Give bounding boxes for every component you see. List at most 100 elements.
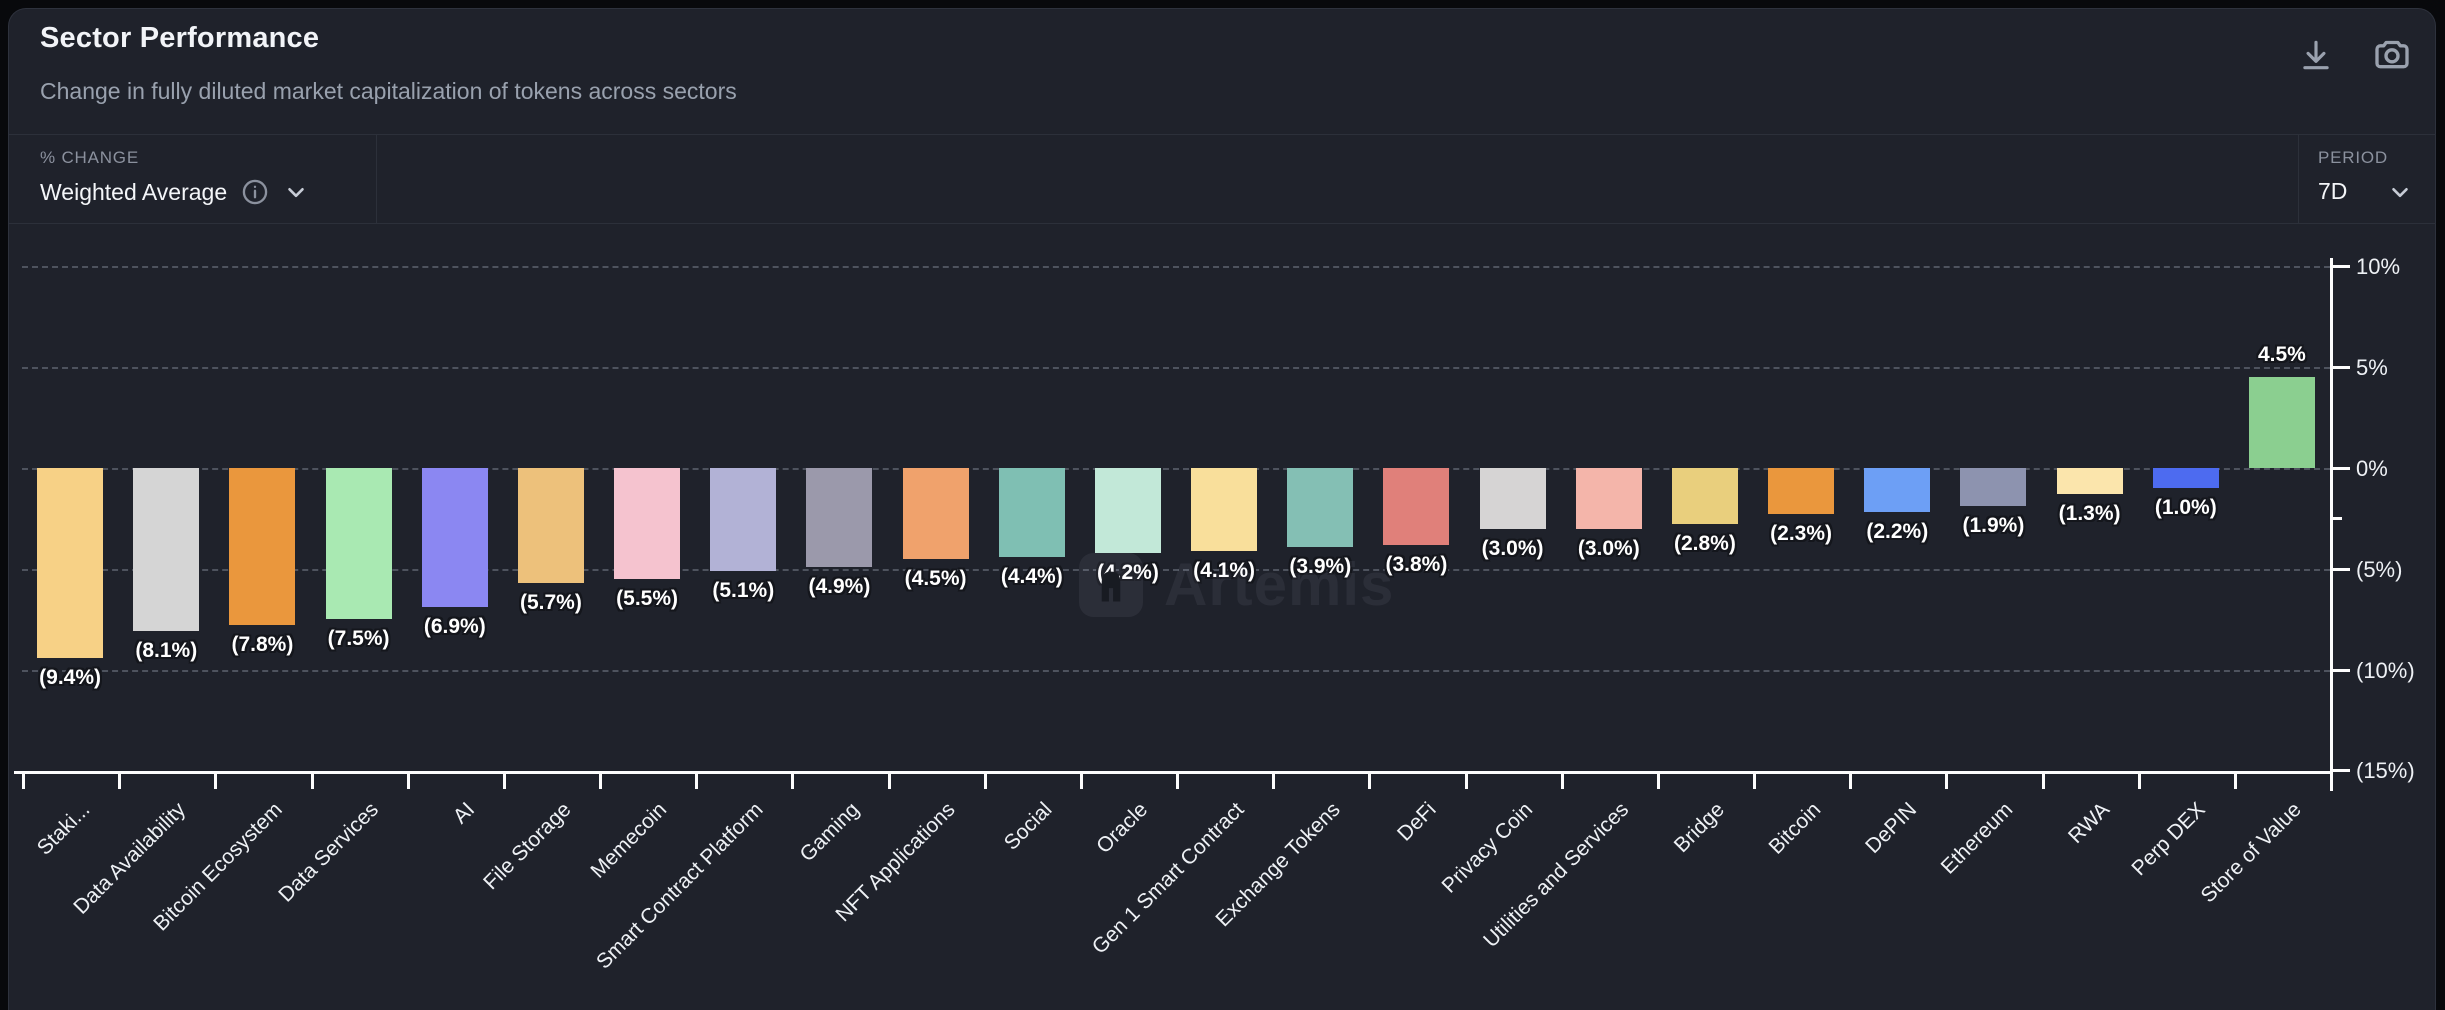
bar-value-label: (5.7%)	[519, 590, 582, 614]
chevron-down-icon	[2387, 179, 2413, 205]
chart-bar[interactable]	[325, 468, 392, 620]
camera-icon	[2372, 35, 2412, 78]
x-axis-tick	[1079, 771, 1083, 789]
x-axis-tick	[1464, 771, 1468, 789]
bar-value-label: (1.0%)	[2154, 496, 2217, 520]
gridline	[22, 669, 2330, 672]
chart-bar[interactable]	[2248, 377, 2315, 468]
x-axis-tick	[2041, 771, 2045, 789]
chart-bar[interactable]	[133, 468, 200, 632]
x-axis-tick	[118, 771, 122, 789]
chart-bar[interactable]	[806, 468, 873, 567]
y-axis-tick	[2330, 668, 2350, 672]
bar-value-label: (2.2%)	[1866, 520, 1929, 544]
chart-bar[interactable]	[614, 468, 681, 579]
bar-value-label: (7.5%)	[327, 627, 390, 651]
period-value: 7D	[2318, 178, 2348, 204]
x-axis-tick	[1656, 771, 1660, 789]
y-axis-label: 5%	[2356, 355, 2388, 381]
period-cell-divider	[2298, 135, 2299, 223]
controls-top-divider	[9, 134, 2436, 135]
gridline	[22, 468, 2330, 470]
period-label: PERIOD	[2318, 148, 2388, 167]
chart-bar[interactable]	[1287, 468, 1354, 547]
x-axis-tick	[1560, 771, 1564, 789]
download-icon	[2297, 36, 2335, 77]
bar-value-label: (4.5%)	[904, 566, 967, 590]
x-axis-tick	[983, 771, 987, 789]
bar-value-label: 4.5%	[2257, 343, 2306, 367]
gridline	[22, 367, 2330, 370]
y-axis-label: 10%	[2356, 254, 2401, 280]
bar-value-label: (3.0%)	[1481, 536, 1544, 560]
chart-bar[interactable]	[1864, 468, 1931, 513]
y-axis-tick	[2330, 265, 2350, 269]
bar-value-label: (4.2%)	[1096, 560, 1159, 584]
bar-value-label: (1.9%)	[1962, 514, 2025, 538]
chart-bar[interactable]	[37, 468, 104, 658]
page-subtitle: Change in fully diluted market capitaliz…	[40, 78, 737, 104]
chart-bar[interactable]	[1960, 468, 2027, 507]
x-axis-tick	[502, 771, 506, 789]
bar-value-label: (4.9%)	[808, 574, 871, 598]
x-axis-tick	[1945, 771, 1949, 789]
y-axis-label: (10%)	[2356, 657, 2415, 683]
chart-bar[interactable]	[2056, 468, 2123, 495]
chart-bar[interactable]	[421, 468, 488, 608]
x-axis-tick	[1368, 771, 1372, 789]
chart-bar[interactable]	[2152, 468, 2219, 489]
bar-value-label: (7.8%)	[231, 633, 294, 657]
x-axis-tick	[791, 771, 795, 789]
chart-bar[interactable]	[998, 468, 1065, 557]
bar-value-label: (1.3%)	[2058, 502, 2121, 526]
bar-value-label: (5.5%)	[616, 586, 679, 610]
bar-value-label: (3.0%)	[1577, 536, 1640, 560]
chart-bar[interactable]	[1191, 468, 1258, 551]
chart-bar[interactable]	[229, 468, 296, 626]
bar-value-label: (8.1%)	[135, 639, 198, 663]
y-axis-line	[2330, 258, 2333, 791]
bar-value-label: (3.9%)	[1289, 554, 1352, 578]
chart-bar[interactable]	[1094, 468, 1161, 553]
x-axis-tick	[1272, 771, 1276, 789]
x-axis-tick	[1849, 771, 1853, 789]
y-axis-label: (5%)	[2356, 556, 2403, 582]
info-icon[interactable]	[241, 178, 269, 206]
controls-bottom-divider	[9, 223, 2436, 224]
chart-bar[interactable]	[710, 468, 777, 571]
bar-value-label: (4.1%)	[1193, 558, 1256, 582]
gridline	[22, 266, 2330, 269]
chart-bar[interactable]	[1383, 468, 1450, 545]
x-axis-tick	[1753, 771, 1756, 789]
chart-bar[interactable]	[1768, 468, 1835, 515]
chart-bar[interactable]	[1575, 468, 1642, 529]
screenshot-button[interactable]	[2368, 32, 2416, 80]
download-button[interactable]	[2292, 32, 2340, 80]
period-dropdown[interactable]: 7D	[2318, 178, 2413, 205]
x-axis-tick	[2233, 771, 2237, 789]
x-axis-tick	[406, 771, 410, 789]
x-axis-tick	[1176, 771, 1179, 789]
chevron-down-icon	[283, 179, 309, 205]
x-axis-tick	[2137, 771, 2141, 789]
x-axis-tick	[599, 771, 602, 789]
y-axis-tick	[2330, 467, 2350, 470]
chart-bar[interactable]	[1479, 468, 1546, 529]
bar-value-label: (4.4%)	[1000, 564, 1063, 588]
gridline	[22, 568, 2330, 571]
y-axis-minor-tick	[2330, 517, 2342, 521]
y-axis-tick	[2330, 769, 2350, 773]
bar-value-label: (5.1%)	[712, 578, 775, 602]
chart-bar[interactable]	[1671, 468, 1738, 525]
y-axis-tick	[2330, 567, 2350, 571]
chart-bar[interactable]	[517, 468, 584, 583]
x-axis-tick	[22, 771, 25, 789]
bar-value-label: (2.8%)	[1673, 532, 1736, 556]
x-axis-tick	[887, 771, 891, 789]
metric-dropdown[interactable]: Weighted Average	[40, 178, 309, 206]
chart-bar[interactable]	[902, 468, 969, 559]
bar-value-label: (6.9%)	[423, 615, 486, 639]
metric-value: Weighted Average	[40, 178, 228, 205]
y-axis-label: (15%)	[2356, 758, 2415, 784]
